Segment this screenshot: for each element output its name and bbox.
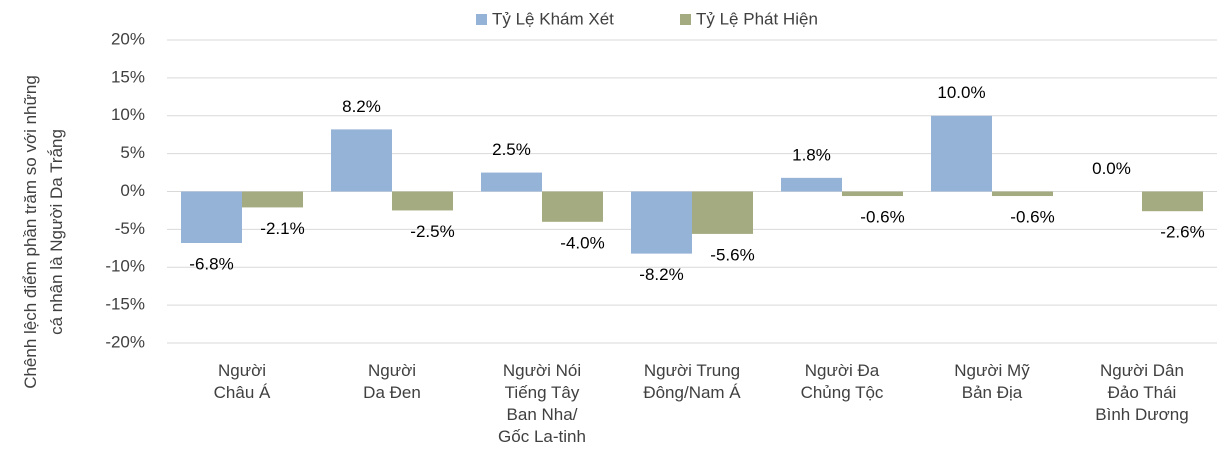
data-label: 1.8%	[792, 145, 831, 164]
y-tick-label: 0%	[120, 181, 145, 200]
y-axis-title: Chênh lệch điểm phần trăm so với những cá…	[21, 75, 66, 389]
bar	[242, 191, 303, 208]
bar	[542, 191, 603, 222]
data-label: -5.6%	[710, 245, 754, 264]
y-tick-label: 20%	[111, 29, 145, 48]
data-label: -0.6%	[1010, 208, 1054, 227]
y-tick-label: -20%	[105, 332, 145, 351]
x-tick-label: Người Nói Tiếng Tây Ban Nha/Gốc La-tinh	[498, 361, 586, 446]
bar	[331, 129, 392, 192]
legend-swatch	[476, 14, 487, 25]
bar	[692, 191, 753, 234]
y-tick-label: 5%	[120, 143, 145, 162]
bar	[481, 172, 542, 192]
data-label: 8.2%	[342, 97, 381, 116]
x-tick-label: Người Dân Đảo Thái Bình Dương	[1095, 361, 1188, 424]
bar	[181, 191, 242, 244]
data-label: -0.6%	[860, 208, 904, 227]
y-tick-label: 10%	[111, 105, 145, 124]
y-tick-label: -10%	[105, 257, 145, 276]
legend-label: Tỷ Lệ Khám Xét	[492, 9, 614, 28]
x-tick-label: Người Đa Chủng Tộc	[801, 361, 884, 402]
bar	[781, 177, 842, 192]
x-tick-label: Người Châu Á	[214, 361, 271, 402]
bar	[842, 191, 903, 197]
x-tick-label: Người Mỹ Bản Địa	[954, 361, 1030, 402]
bar	[992, 191, 1053, 197]
data-label: 0.0%	[1092, 159, 1131, 178]
data-label: 10.0%	[937, 83, 985, 102]
bar	[631, 191, 692, 254]
bar	[392, 191, 453, 211]
data-label: -2.1%	[260, 219, 304, 238]
x-tick-label: Người Da Đen	[363, 361, 421, 402]
bar	[931, 115, 992, 192]
data-label: -2.6%	[1160, 223, 1204, 242]
data-label: -4.0%	[560, 233, 604, 252]
x-tick-label: Người Trung Đông/Nam Á	[643, 361, 741, 402]
y-tick-label: -15%	[105, 295, 145, 314]
data-label: -8.2%	[639, 265, 683, 284]
bar	[1142, 191, 1203, 212]
legend-label: Tỷ Lệ Phát Hiện	[696, 9, 818, 28]
data-label: -2.5%	[410, 222, 454, 241]
data-label: 2.5%	[492, 140, 531, 159]
legend-swatch	[680, 14, 691, 25]
data-label: -6.8%	[189, 254, 233, 273]
y-tick-label: 15%	[111, 67, 145, 86]
y-tick-label: -5%	[115, 219, 145, 238]
